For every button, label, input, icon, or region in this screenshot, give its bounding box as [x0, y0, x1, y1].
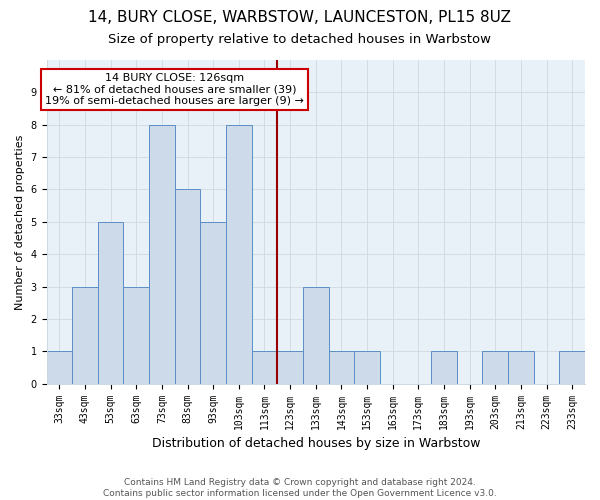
- Bar: [303, 286, 329, 384]
- Bar: [251, 352, 277, 384]
- Bar: [431, 352, 457, 384]
- Bar: [149, 124, 175, 384]
- Text: Size of property relative to detached houses in Warbstow: Size of property relative to detached ho…: [109, 32, 491, 46]
- Y-axis label: Number of detached properties: Number of detached properties: [15, 134, 25, 310]
- Bar: [226, 124, 251, 384]
- Text: 14, BURY CLOSE, WARBSTOW, LAUNCESTON, PL15 8UZ: 14, BURY CLOSE, WARBSTOW, LAUNCESTON, PL…: [89, 10, 511, 25]
- Bar: [559, 352, 585, 384]
- Bar: [98, 222, 124, 384]
- X-axis label: Distribution of detached houses by size in Warbstow: Distribution of detached houses by size …: [152, 437, 480, 450]
- Text: 14 BURY CLOSE: 126sqm
← 81% of detached houses are smaller (39)
19% of semi-deta: 14 BURY CLOSE: 126sqm ← 81% of detached …: [45, 73, 304, 106]
- Bar: [47, 352, 72, 384]
- Bar: [72, 286, 98, 384]
- Bar: [175, 190, 200, 384]
- Bar: [508, 352, 534, 384]
- Text: Contains HM Land Registry data © Crown copyright and database right 2024.
Contai: Contains HM Land Registry data © Crown c…: [103, 478, 497, 498]
- Bar: [329, 352, 354, 384]
- Bar: [200, 222, 226, 384]
- Bar: [277, 352, 303, 384]
- Bar: [482, 352, 508, 384]
- Bar: [354, 352, 380, 384]
- Bar: [124, 286, 149, 384]
